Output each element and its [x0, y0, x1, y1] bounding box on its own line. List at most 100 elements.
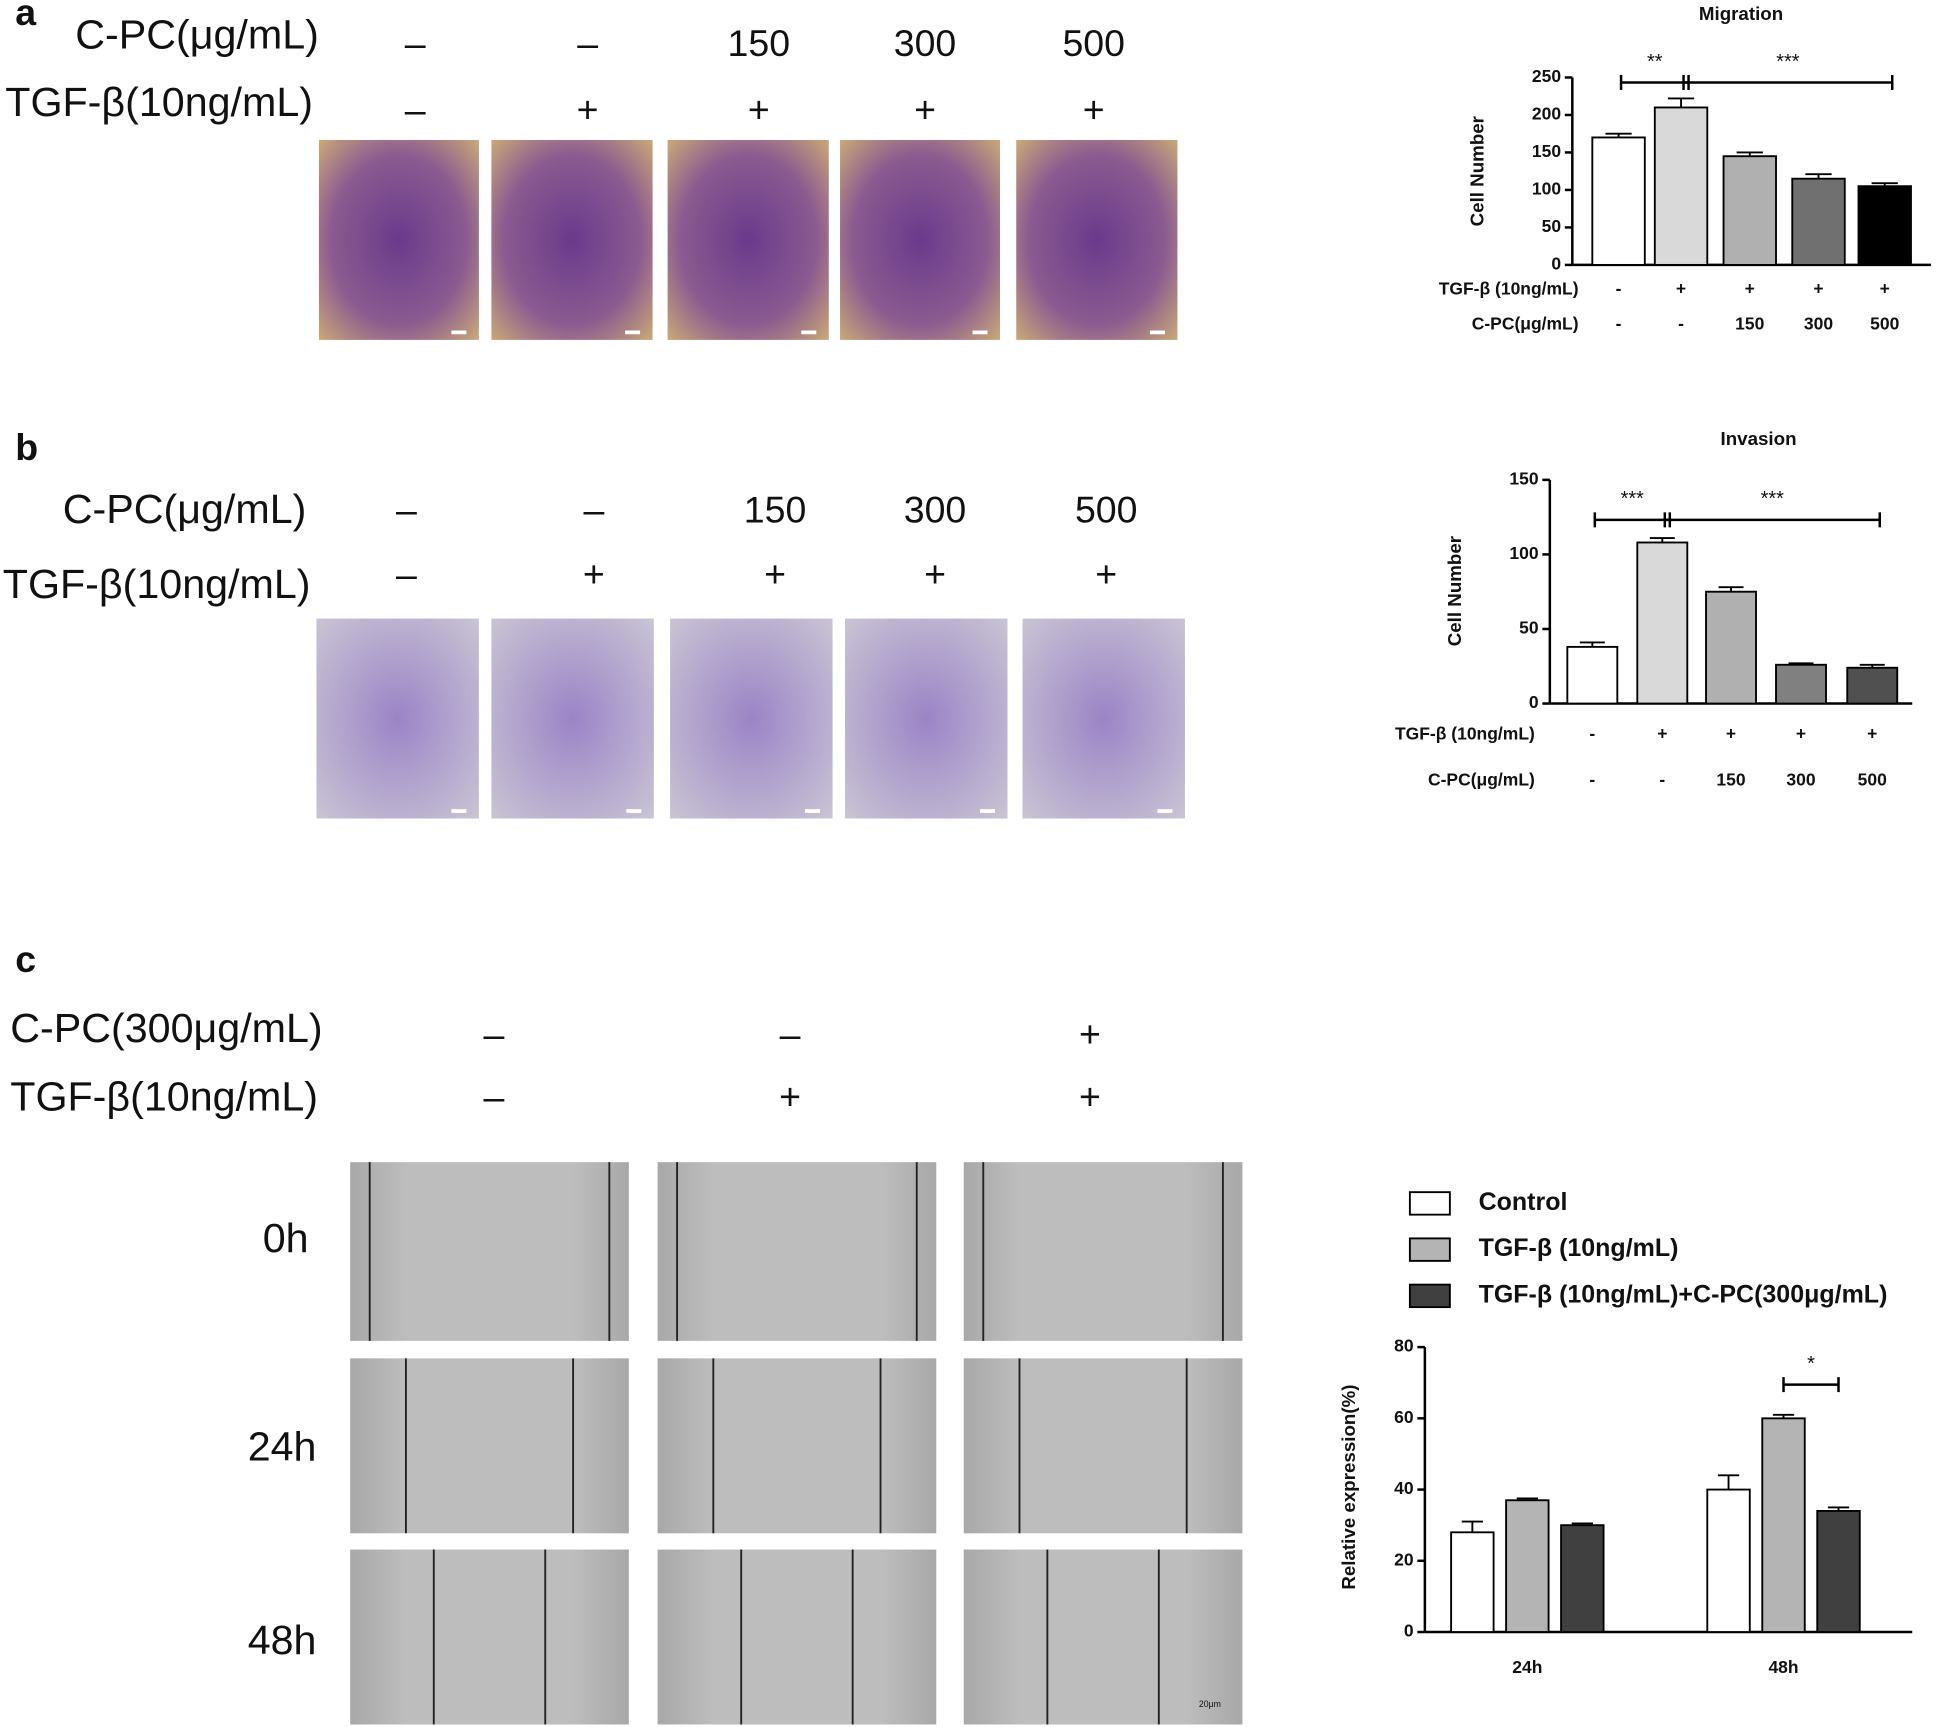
micrograph	[963, 1358, 1243, 1534]
treatment-level: +	[1083, 88, 1105, 130]
treatment-level: +	[748, 88, 770, 130]
treatment-level: 500	[1062, 22, 1125, 64]
micrograph	[840, 139, 1000, 340]
significance-label: *	[1807, 1353, 1815, 1375]
panel-letter: a	[15, 0, 37, 33]
treatment-level: +	[583, 553, 605, 595]
micrograph	[657, 1549, 937, 1725]
y-tick-label: 40	[1394, 1478, 1413, 1498]
time-label: 24h	[248, 1423, 317, 1469]
treatment-level: –	[396, 488, 417, 530]
row-level: +	[1880, 279, 1890, 299]
y-tick-label: 250	[1532, 66, 1561, 86]
micrograph	[1016, 139, 1178, 340]
treatment-label: C-PC(μg/mL)	[63, 486, 307, 532]
y-tick-label: 100	[1509, 543, 1538, 563]
treatment-level: –	[577, 22, 598, 64]
chart-title: Invasion	[1721, 428, 1797, 449]
bar	[1450, 1531, 1495, 1633]
treatment-level: +	[924, 553, 946, 595]
treatment-level: +	[577, 88, 599, 130]
treatment-level: +	[1095, 553, 1117, 595]
bar	[1761, 1417, 1806, 1633]
treatment-label: C-PC(μg/mL)	[75, 11, 319, 57]
row-level: -	[1659, 770, 1665, 790]
y-tick-label: 200	[1532, 104, 1561, 124]
significance-label: ***	[1776, 51, 1800, 73]
treatment-level: +	[764, 553, 786, 595]
row-level: +	[1796, 723, 1806, 743]
legend-label: TGF-β (10ng/mL)+C-PC(300μg/mL)	[1479, 1280, 1888, 1308]
treatment-level: –	[405, 88, 426, 130]
bar	[1706, 1488, 1751, 1633]
treatment-level: +	[779, 1076, 801, 1118]
row-level: 500	[1858, 770, 1887, 790]
significance-label: ***	[1621, 488, 1645, 510]
micrograph	[667, 139, 829, 340]
micrograph	[350, 1549, 629, 1725]
treatment-level: –	[396, 553, 417, 595]
micrograph	[845, 618, 1008, 819]
panel-letter: c	[15, 938, 36, 980]
y-tick-label: 150	[1532, 141, 1561, 161]
bar	[1846, 666, 1899, 705]
x-tick-label: 24h	[1512, 1657, 1542, 1677]
treatment-level: –	[483, 1076, 504, 1118]
micrograph	[491, 139, 653, 340]
y-tick-label: 0	[1529, 692, 1539, 712]
row-level: 500	[1870, 314, 1899, 334]
treatment-level: 150	[744, 488, 807, 530]
micrograph	[657, 1162, 937, 1341]
bar	[1505, 1499, 1550, 1633]
row-label: TGF-β (10ng/mL)	[1439, 279, 1579, 299]
micrograph	[670, 618, 833, 819]
row-label: C-PC(μg/mL)	[1472, 314, 1579, 334]
legend-label: TGF-β (10ng/mL)	[1479, 1234, 1679, 1262]
scale-bar-label: 20μm	[1199, 1699, 1221, 1709]
micrograph	[350, 1358, 629, 1534]
row-level: -	[1589, 770, 1595, 790]
row-level: -	[1616, 314, 1622, 334]
row-level: 150	[1735, 314, 1764, 334]
x-tick-label: 48h	[1768, 1657, 1798, 1677]
row-level: 150	[1716, 770, 1745, 790]
bar	[1857, 185, 1912, 266]
bar	[1636, 541, 1689, 705]
micrograph	[963, 1549, 1243, 1725]
y-tick-label: 0	[1551, 254, 1561, 274]
y-tick-label: 80	[1394, 1336, 1413, 1356]
legend-swatch	[1408, 1191, 1451, 1216]
row-label: C-PC(μg/mL)	[1428, 770, 1535, 790]
treatment-label: TGF-β(10ng/mL)	[5, 79, 313, 125]
y-tick-label: 20	[1394, 1549, 1413, 1569]
treatment-level: 300	[894, 22, 957, 64]
micrograph	[1022, 618, 1185, 819]
row-level: 300	[1786, 770, 1815, 790]
treatment-level: –	[583, 488, 604, 530]
bar	[1653, 106, 1709, 266]
treatment-level: 150	[728, 22, 791, 64]
row-label: TGF-β (10ng/mL)	[1395, 723, 1535, 743]
row-level: +	[1867, 723, 1877, 743]
row-level: +	[1676, 279, 1686, 299]
y-tick-label: 50	[1519, 618, 1538, 638]
y-tick-label: 50	[1542, 216, 1561, 236]
treatment-label: C-PC(300μg/mL)	[10, 1005, 322, 1051]
row-level: +	[1726, 723, 1736, 743]
treatment-label: TGF-β(10ng/mL)	[10, 1074, 318, 1120]
time-label: 0h	[263, 1215, 309, 1261]
row-level: +	[1657, 723, 1667, 743]
bar	[1705, 590, 1757, 705]
treatment-level: –	[483, 1013, 504, 1055]
micrograph	[657, 1358, 937, 1534]
micrograph	[350, 1162, 629, 1341]
micrograph	[316, 618, 479, 819]
treatment-level: –	[405, 22, 426, 64]
legend-swatch	[1408, 1237, 1451, 1262]
time-label: 48h	[248, 1617, 317, 1663]
row-level: +	[1813, 279, 1823, 299]
bar	[1722, 155, 1777, 266]
y-tick-label: 60	[1394, 1407, 1413, 1427]
row-level: -	[1589, 723, 1595, 743]
y-axis-label: Cell Number	[1467, 116, 1488, 226]
